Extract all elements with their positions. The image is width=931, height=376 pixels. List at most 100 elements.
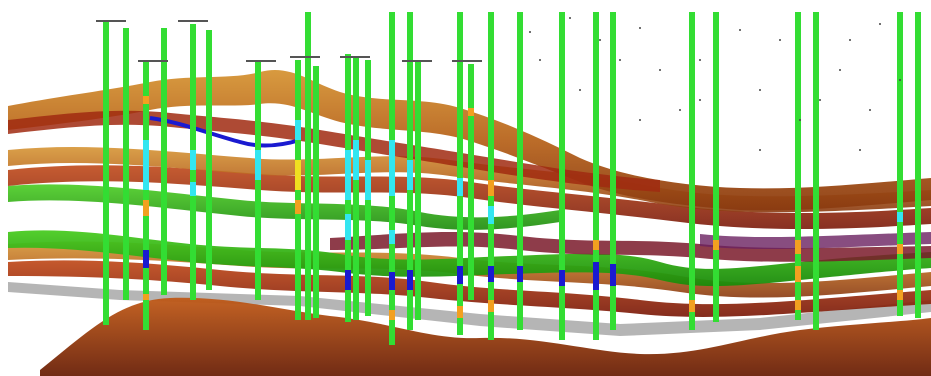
well-column xyxy=(713,12,719,322)
well-segment xyxy=(488,266,494,282)
scatter-point xyxy=(569,17,571,19)
scatter-points xyxy=(529,17,901,151)
well-segment xyxy=(897,290,903,300)
well-column xyxy=(143,62,149,330)
well-segment xyxy=(488,206,494,224)
well-segment xyxy=(345,150,351,200)
scatter-point xyxy=(599,39,601,41)
scatter-point xyxy=(779,39,781,41)
scatter-point xyxy=(819,99,821,101)
scatter-point xyxy=(699,59,701,61)
well-segment xyxy=(345,270,351,290)
well-column xyxy=(161,28,167,295)
well-column xyxy=(353,58,359,320)
well-segment xyxy=(457,266,463,284)
scatter-point xyxy=(759,149,761,151)
scatter-point xyxy=(529,31,531,33)
well-column xyxy=(593,12,599,340)
scatter-point xyxy=(539,59,541,61)
scatter-point xyxy=(699,99,701,101)
well-segment xyxy=(610,264,616,286)
well-column xyxy=(517,12,523,330)
well-column xyxy=(305,12,311,320)
well-segment xyxy=(255,150,261,180)
well-column xyxy=(206,30,212,290)
well-segment xyxy=(143,200,149,216)
well-segment xyxy=(353,140,359,180)
well-segment xyxy=(795,240,801,254)
well-segment xyxy=(488,300,494,312)
blue-lens xyxy=(149,116,301,148)
well-label-tick xyxy=(402,60,432,62)
well-column xyxy=(488,12,494,340)
well-segment xyxy=(295,160,301,190)
scatter-point xyxy=(799,119,801,121)
well-segment xyxy=(389,310,395,320)
well-label-tick xyxy=(178,20,208,22)
well-column xyxy=(123,28,129,300)
basement-horizon xyxy=(8,282,931,336)
well-segment xyxy=(407,270,413,290)
well-column xyxy=(468,64,474,300)
well-segment xyxy=(689,300,695,312)
well-segment xyxy=(897,212,903,222)
well-segment xyxy=(143,250,149,268)
well-segment xyxy=(143,96,149,104)
scatter-point xyxy=(579,89,581,91)
well-label-tick xyxy=(290,56,320,58)
maroon-horizon-surface xyxy=(330,232,931,262)
well-segment xyxy=(593,240,599,250)
well-column xyxy=(915,12,921,318)
scatter-point xyxy=(839,69,841,71)
well-segment xyxy=(143,294,149,300)
well-segment xyxy=(593,262,599,290)
scatter-point xyxy=(739,29,741,31)
well-segment xyxy=(389,272,395,290)
well-column xyxy=(559,12,565,340)
well-segment xyxy=(488,180,494,196)
well-column xyxy=(813,12,819,330)
scatter-point xyxy=(639,27,641,29)
well-label-tick xyxy=(96,20,126,22)
well-segment xyxy=(295,120,301,140)
well-segment xyxy=(457,178,463,196)
scatter-point xyxy=(859,149,861,151)
well-column xyxy=(415,62,421,320)
scatter-point xyxy=(759,89,761,91)
upper-red-horizon xyxy=(8,110,660,192)
scatter-point xyxy=(639,119,641,121)
well-segment xyxy=(407,160,413,190)
scatter-point xyxy=(879,23,881,25)
well-column xyxy=(897,12,903,316)
scatter-point xyxy=(869,109,871,111)
scatter-point xyxy=(619,59,621,61)
scatter-point xyxy=(679,109,681,111)
well-segment xyxy=(389,230,395,244)
well-segment xyxy=(468,108,474,116)
well-column xyxy=(689,12,695,330)
well-column xyxy=(313,66,319,318)
well-column xyxy=(103,22,109,325)
well-segment xyxy=(897,244,903,254)
scatter-point xyxy=(849,39,851,41)
wells-group xyxy=(103,12,921,345)
well-segment xyxy=(795,266,801,282)
well-column xyxy=(795,12,801,320)
well-label-tick xyxy=(340,56,370,58)
well-label-tick xyxy=(246,60,276,62)
well-segment xyxy=(795,300,801,310)
well-column xyxy=(457,12,463,335)
well-segment xyxy=(345,214,351,240)
well-segment xyxy=(559,270,565,286)
well-segment xyxy=(190,182,196,196)
well-segment xyxy=(190,150,196,170)
scatter-point xyxy=(659,69,661,71)
scatter-point xyxy=(899,79,901,81)
well-segment xyxy=(517,266,523,282)
well-segment xyxy=(389,140,395,196)
well-segment xyxy=(457,306,463,318)
deep-horizon-surface xyxy=(40,297,931,376)
well-column xyxy=(610,12,616,330)
well-segment xyxy=(713,240,719,250)
